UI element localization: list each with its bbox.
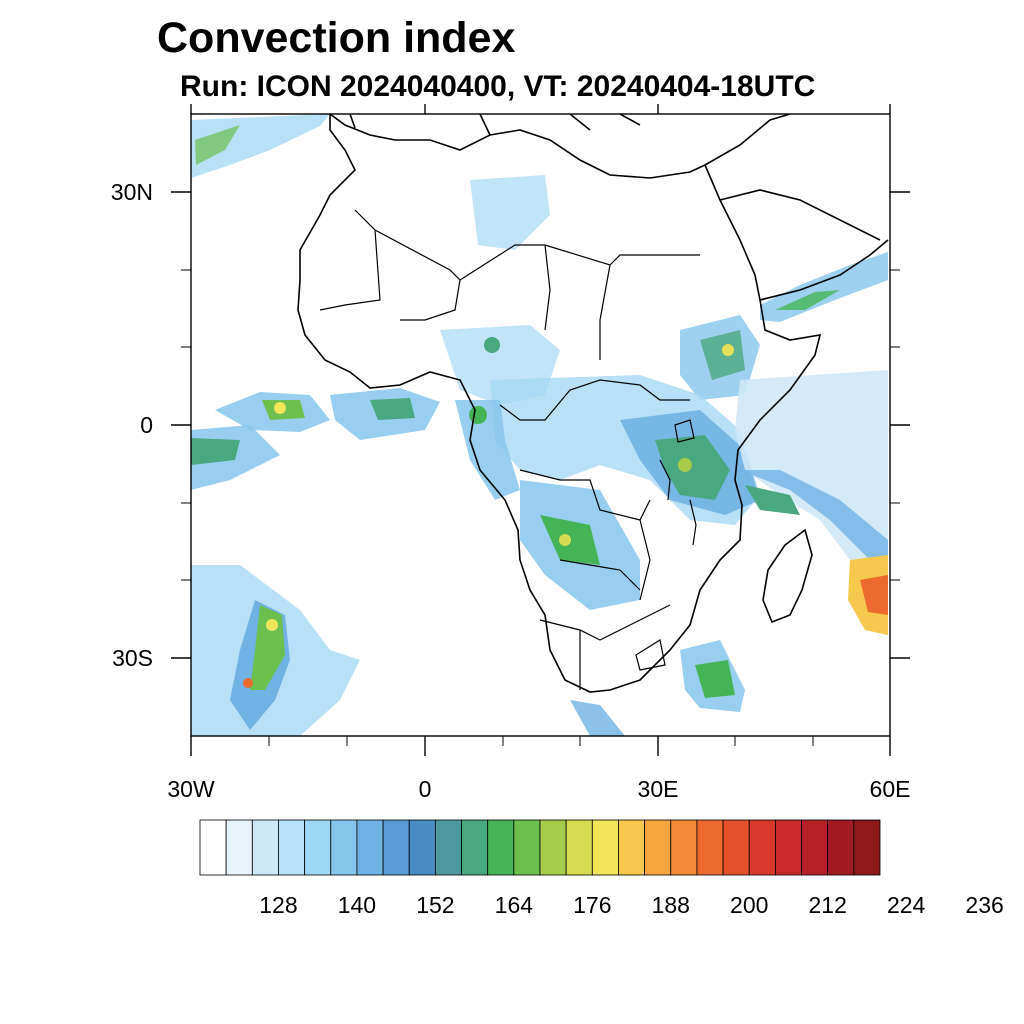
convection-core-east-africa — [655, 435, 730, 500]
colorbar-swatch — [225, 819, 253, 876]
colorbar-label: 176 — [573, 892, 611, 918]
convection-area-gabon — [455, 400, 520, 500]
convection-field — [191, 114, 888, 736]
colorbar-swatch — [513, 819, 541, 876]
border-lines-south — [539, 604, 671, 690]
colorbar-label: 224 — [887, 892, 926, 918]
colorbar: 128 140 152 164 176 188 200 212 224 236 — [199, 819, 1004, 918]
map-title: Convection index — [157, 14, 516, 62]
colorbar-swatch — [801, 819, 829, 876]
colorbar-label: 140 — [338, 892, 376, 918]
colorbar-swatch — [774, 819, 802, 876]
convection-band-indian-ocean — [740, 470, 888, 580]
convection-core-southeast-coast — [695, 660, 735, 698]
convection-peak-ethiopia — [722, 344, 734, 356]
colorbar-swatch — [591, 819, 619, 876]
lat-label-30s: 30S — [112, 645, 153, 671]
convection-peak-angola — [559, 534, 571, 546]
colorbar-swatch — [461, 819, 489, 876]
lat-label-0: 0 — [140, 412, 153, 438]
convection-peak-south-atlantic — [266, 619, 278, 631]
colorbar-swatch — [251, 819, 279, 876]
lon-label-30w: 30W — [167, 776, 215, 802]
madagascar-coastline — [762, 528, 813, 624]
convection-core-mozambique-channel — [745, 485, 800, 515]
arabian-peninsula-coastline — [704, 114, 889, 301]
colorbar-swatch — [356, 819, 384, 876]
convection-core-southwest-indian-ocean — [860, 575, 888, 615]
map-ticks — [171, 104, 910, 756]
convection-core-arabian-sea — [775, 290, 840, 310]
colorbar-swatch — [827, 819, 855, 876]
colorbar-swatch — [565, 819, 593, 876]
border-lines-central — [499, 379, 690, 601]
lat-label-30n: 30N — [111, 179, 153, 205]
convection-area-sahara — [470, 175, 550, 250]
convection-core-atlantic-south — [191, 438, 240, 465]
colorbar-label: 200 — [730, 892, 768, 918]
country-borders — [319, 209, 700, 690]
colorbar-label: 128 — [259, 892, 297, 918]
colorbar-label: 152 — [416, 892, 454, 918]
colorbar-label: 188 — [652, 892, 690, 918]
colorbar-swatch — [434, 819, 462, 876]
coastlines — [297, 114, 889, 693]
colorbar-swatch — [199, 819, 227, 876]
colorbar-swatch — [408, 819, 436, 876]
colorbar-swatch — [278, 819, 306, 876]
colorbar-swatch — [382, 819, 410, 876]
colorbar-swatch — [618, 819, 646, 876]
colorbar-swatch — [330, 819, 358, 876]
colorbar-swatch — [670, 819, 698, 876]
colorbar-swatch — [696, 819, 724, 876]
lon-label-30e: 30E — [638, 776, 679, 802]
convection-peak-great-lakes — [678, 458, 692, 472]
lon-label-60e: 60E — [870, 776, 911, 802]
lon-label-0: 0 — [419, 776, 432, 802]
convection-peak-gabon — [469, 406, 487, 424]
map-minor-ticks — [181, 269, 900, 746]
convection-area-arabian-sea — [760, 252, 888, 322]
great-lakes-outline — [659, 419, 697, 546]
colorbar-label: 236 — [965, 892, 1003, 918]
colorbar-swatch — [853, 819, 881, 876]
convection-area-cape — [570, 700, 625, 736]
convection-peak-nigeria — [484, 337, 500, 353]
colorbar-swatch — [644, 819, 672, 876]
africa-coastline — [297, 114, 822, 693]
colorbar-swatch — [304, 819, 332, 876]
map-subtitle: Run: ICON 2024040400, VT: 20240404-18UTC — [180, 70, 816, 103]
colorbar-label: 164 — [495, 892, 534, 918]
colorbar-swatch — [487, 819, 515, 876]
colorbar-label: 212 — [809, 892, 847, 918]
colorbar-swatch — [748, 819, 776, 876]
colorbar-swatch — [539, 819, 567, 876]
convection-peak-atlantic-north — [274, 402, 286, 414]
convection-core-northwest — [195, 125, 240, 165]
colorbar-swatch — [722, 819, 750, 876]
mediterranean-coastline — [349, 114, 641, 136]
convection-core-atlantic-central — [370, 398, 415, 420]
convection-core-ethiopia — [700, 330, 745, 380]
convection-peak-south-atlantic-2 — [243, 678, 253, 688]
border-lines-north — [319, 209, 700, 360]
